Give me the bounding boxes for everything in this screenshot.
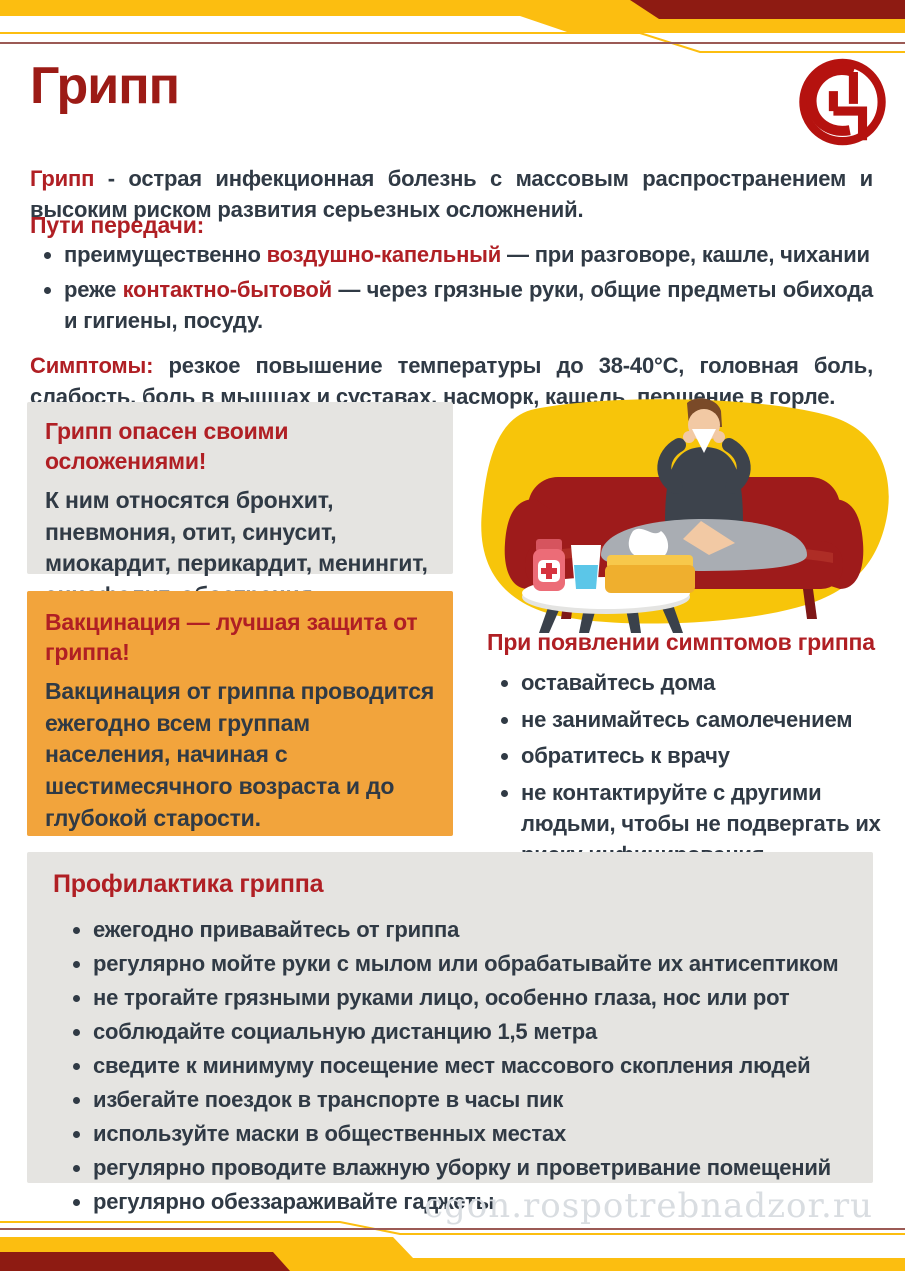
intro-paragraph: Грипп - острая инфекционная болезнь с ма… bbox=[30, 163, 873, 225]
transmission-item: преимущественно воздушно-капельный — при… bbox=[64, 240, 873, 271]
bullet-highlight: воздушно-капельный bbox=[266, 242, 502, 267]
prevention-item: используйте маски в общественных местах bbox=[93, 1119, 847, 1148]
medicine-bottle-icon bbox=[533, 539, 565, 591]
prevention-box: Профилактика гриппа ежегодно привавайтес… bbox=[27, 852, 873, 1214]
prevention-item: избегайте поездок в транспорте в часы пи… bbox=[93, 1085, 847, 1114]
bullet-highlight: контактно-бытовой bbox=[122, 276, 333, 302]
sick-person-illustration bbox=[481, 398, 889, 633]
vaccination-text-1: Вакцинация от гриппа проводится ежегодно… bbox=[45, 677, 435, 831]
watermark-url: cgon.rospotrebnadzor.ru bbox=[424, 1186, 873, 1226]
tissue-box-icon bbox=[605, 528, 695, 593]
tissue bbox=[692, 429, 716, 453]
page-title: Грипп bbox=[30, 57, 180, 115]
prevention-item: регулярно мойте руки с мылом или обрабат… bbox=[93, 949, 847, 978]
symptoms-advice-section: При появлении симптомов гриппа оставайте… bbox=[487, 628, 895, 877]
prevention-item: ежегодно привавайтесь от гриппа bbox=[93, 915, 847, 944]
transmission-list: преимущественно воздушно-капельный — при… bbox=[30, 240, 873, 340]
advice-title: При появлении симптомов гриппа bbox=[487, 629, 875, 655]
bullet-text: — при разговоре, кашле, чихании bbox=[501, 242, 870, 267]
water-glass-icon bbox=[571, 545, 601, 591]
prevention-item: сведите к минимуму посещение мест массов… bbox=[93, 1051, 847, 1080]
intro-text: - острая инфекционная болезнь с массовым… bbox=[30, 166, 873, 223]
bullet-text: преимущественно bbox=[64, 242, 267, 267]
prevention-item: регулярно проводите влажную уборку и про… bbox=[93, 1153, 847, 1182]
advice-item: не занимайтесь самолечением bbox=[521, 705, 895, 736]
bullet-text: — через грязные руки, общие предметы оби… bbox=[64, 276, 874, 333]
footer-ribbon bbox=[0, 1221, 905, 1271]
prevention-title: Профилактика гриппа bbox=[53, 870, 324, 898]
symptoms-lead: Симптомы: bbox=[30, 353, 154, 378]
intro-lead: Грипп bbox=[30, 166, 95, 191]
complications-box: Грипп опасен своими осложениями! К ним о… bbox=[27, 402, 453, 671]
advice-item: оставайтесь дома bbox=[521, 668, 895, 699]
prevention-item: регулярно обеззараживайте гаджеты bbox=[93, 1187, 847, 1216]
header-ribbon bbox=[0, 0, 905, 53]
prevention-item: не трогайте грязными руками лицо, особен… bbox=[93, 983, 847, 1012]
prevention-item: соблюдайте социальную дистанцию 1,5 метр… bbox=[93, 1017, 847, 1046]
bullet-text: реже bbox=[64, 276, 123, 302]
cgon-logo-icon bbox=[799, 58, 886, 146]
vaccination-box: Вакцинация — лучшая защита от гриппа! Ва… bbox=[27, 591, 453, 910]
transmission-heading: Пути передачи: bbox=[30, 212, 205, 238]
advice-item: обратитесь к врачу bbox=[521, 741, 895, 772]
coffee-table bbox=[522, 528, 695, 633]
transmission-item: реже контактно-бытовой — через грязные р… bbox=[64, 275, 873, 337]
complications-title: Грипп опасен своими осложениями! bbox=[45, 418, 289, 474]
vaccination-title: Вакцинация — лучшая защита от гриппа! bbox=[45, 609, 418, 665]
